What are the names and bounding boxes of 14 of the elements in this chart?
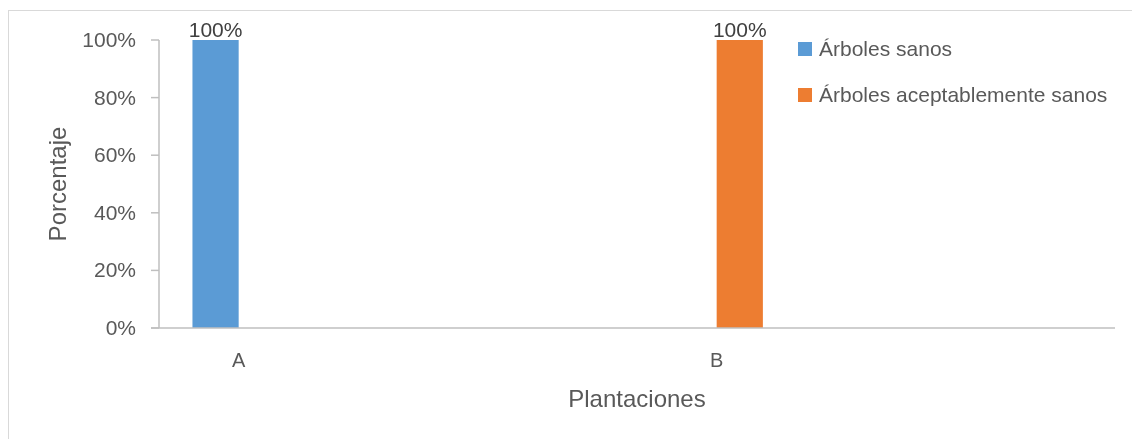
data-label: 100% xyxy=(712,18,767,41)
legend-label: Árboles sanos xyxy=(819,37,953,60)
x-tick-label: B xyxy=(709,349,724,371)
y-axis-title: Porcentaje xyxy=(44,126,71,242)
x-axis-title: Plantaciones xyxy=(568,385,706,412)
y-tick-label: 20% xyxy=(93,258,136,282)
x-tick-label: A xyxy=(231,349,246,371)
legend-label: Árboles aceptablemente sanos xyxy=(819,83,1108,106)
y-tick-label: 100% xyxy=(82,28,136,51)
y-tick-label: 40% xyxy=(93,200,136,224)
data-label: 100% xyxy=(188,18,243,41)
y-tick-label: 80% xyxy=(93,85,136,109)
y-tick-label: 0% xyxy=(105,316,136,339)
y-tick-label: 60% xyxy=(93,143,136,167)
